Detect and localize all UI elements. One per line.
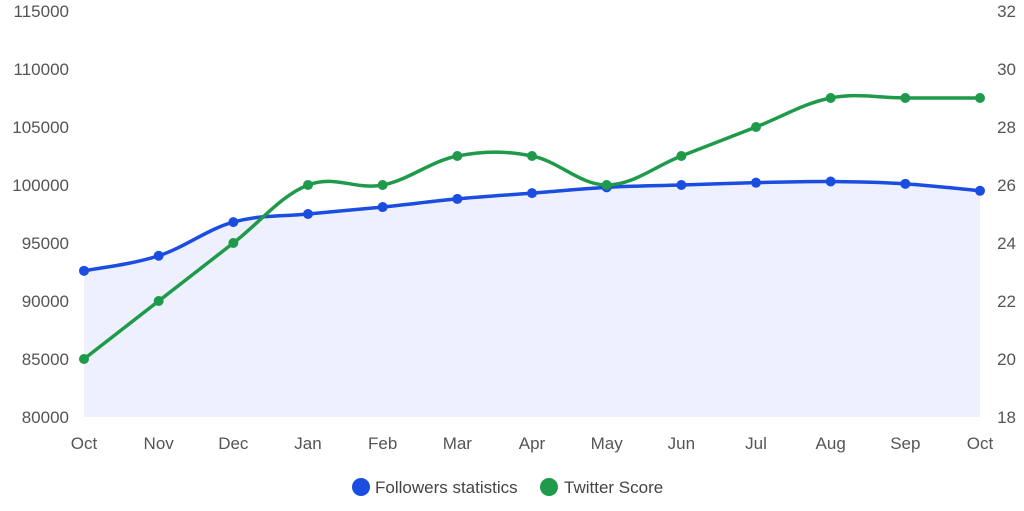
x-tick-label: Apr [519, 434, 546, 453]
data-point[interactable] [900, 93, 911, 103]
legend[interactable]: Followers statistics Twitter Score [352, 478, 663, 497]
right-tick-label: 26 [997, 176, 1016, 195]
legend-label: Followers statistics [375, 478, 518, 497]
x-tick-label: Jan [294, 434, 321, 453]
data-point[interactable] [303, 209, 313, 219]
data-point[interactable] [527, 188, 537, 199]
legend-marker [540, 478, 558, 496]
data-point[interactable] [79, 354, 89, 364]
legend-label: Twitter Score [564, 478, 663, 497]
x-axis: Oct Nov Dec Jan Feb Mar Apr May Jun Jul Aug Sep Oct [71, 434, 994, 453]
right-tick-label: 22 [997, 292, 1016, 311]
x-tick-label: May [591, 434, 624, 453]
x-tick-label: Jun [668, 434, 695, 453]
right-tick-label: 32 [997, 2, 1016, 21]
data-point[interactable] [900, 178, 911, 189]
data-point[interactable] [452, 151, 463, 161]
x-tick-label: Jul [745, 434, 767, 453]
left-tick-label: 105000 [12, 118, 69, 137]
data-point[interactable] [751, 122, 761, 132]
area-layer [84, 181, 980, 417]
data-point[interactable] [825, 176, 836, 187]
x-tick-label: Feb [368, 434, 397, 453]
x-tick-label: Oct [967, 434, 994, 453]
right-tick-label: 28 [997, 118, 1016, 137]
left-tick-label: 115000 [14, 2, 69, 21]
left-tick-label: 80000 [22, 408, 69, 427]
data-point[interactable] [751, 177, 761, 188]
data-point[interactable] [377, 202, 388, 213]
data-point[interactable] [601, 180, 612, 190]
left-tick-label: 85000 [22, 350, 69, 369]
right-tick-label: 18 [997, 408, 1016, 427]
right-tick-label: 20 [997, 350, 1016, 369]
legend-marker [352, 478, 370, 496]
data-point[interactable] [975, 93, 985, 103]
data-point[interactable] [303, 180, 313, 190]
left-tick-label: 90000 [22, 292, 69, 311]
x-tick-label: Dec [218, 434, 249, 453]
data-point[interactable] [79, 265, 89, 276]
data-point[interactable] [527, 151, 537, 161]
data-point[interactable] [452, 193, 463, 204]
x-tick-label: Oct [71, 434, 98, 453]
data-point[interactable] [975, 185, 985, 196]
left-axis: 80000 85000 90000 95000 100000 105000 110000 11… [12, 2, 69, 427]
x-tick-label: Mar [443, 434, 473, 453]
x-tick-label: Sep [890, 434, 920, 453]
right-tick-label: 24 [997, 234, 1016, 253]
data-point[interactable] [153, 296, 164, 306]
right-axis: 18 20 22 24 26 28 30 32 [997, 2, 1016, 427]
data-point[interactable] [676, 180, 687, 190]
legend-item[interactable]: Followers statistics [352, 478, 518, 497]
points-layer [79, 93, 985, 364]
data-point[interactable] [825, 93, 836, 103]
left-tick-label: 110000 [14, 60, 69, 79]
right-tick-label: 30 [997, 60, 1016, 79]
data-point[interactable] [228, 238, 239, 248]
left-tick-label: 95000 [22, 234, 69, 253]
left-tick-label: 100000 [12, 176, 69, 195]
data-point[interactable] [153, 250, 164, 261]
data-point[interactable] [377, 180, 388, 190]
x-tick-label: Aug [816, 434, 846, 453]
data-point[interactable] [228, 217, 239, 228]
data-point[interactable] [676, 151, 687, 161]
x-tick-label: Nov [144, 434, 175, 453]
legend-item[interactable]: Twitter Score [540, 478, 663, 497]
series-area-0 [84, 181, 980, 417]
